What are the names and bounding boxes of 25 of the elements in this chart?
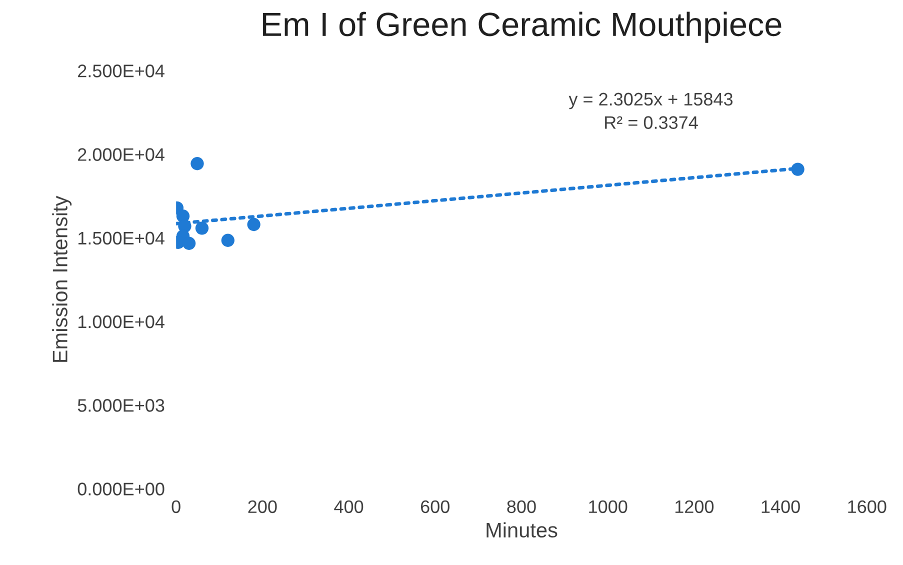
y-tick-label: 2.500E+04 xyxy=(78,64,164,78)
y-tick-label: 5.000E+03 xyxy=(78,399,164,412)
y-tick-label: 0.000E+00 xyxy=(78,482,164,496)
x-tick-label: 1400 xyxy=(762,500,800,514)
x-tick-label: 800 xyxy=(507,500,536,514)
x-axis-title: Minutes xyxy=(486,522,558,538)
y-tick-label: 1.000E+04 xyxy=(78,315,164,328)
x-tick-label: 0 xyxy=(172,500,180,514)
x-tick-label: 1600 xyxy=(848,500,886,514)
point xyxy=(221,234,234,247)
point xyxy=(182,236,196,250)
x-tick-label: 1200 xyxy=(675,500,714,514)
x-tick-label: 600 xyxy=(420,500,450,514)
y-tick-label: 2.000E+04 xyxy=(78,148,164,161)
chart-title: Em I of Green Ceramic Mouthpiece xyxy=(263,12,782,43)
y-axis-title: Emission Intensity xyxy=(52,196,72,362)
x-tick-label: 200 xyxy=(248,500,277,514)
y-tick-label: 1.500E+04 xyxy=(78,232,164,245)
point xyxy=(247,218,260,232)
annotation: y = 2.3025x + 15843 R² = 0.3374 xyxy=(568,92,733,129)
x-tick-label: 400 xyxy=(334,500,364,514)
point xyxy=(195,222,209,235)
point xyxy=(791,162,804,176)
point xyxy=(190,157,204,170)
x-tick-label: 1000 xyxy=(589,500,628,514)
